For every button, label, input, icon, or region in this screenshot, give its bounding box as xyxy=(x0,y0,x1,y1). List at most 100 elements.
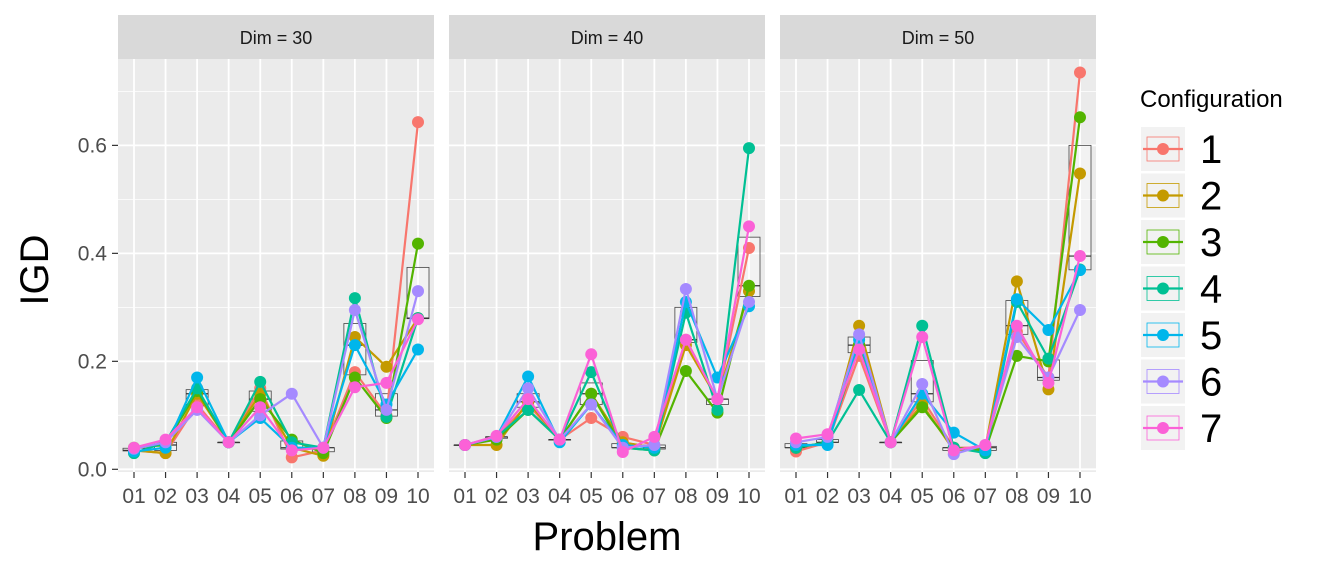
series-line xyxy=(133,243,420,455)
data-point xyxy=(790,432,802,445)
data-point xyxy=(348,381,361,394)
data-point xyxy=(1074,250,1086,263)
data-point xyxy=(979,439,992,452)
facet-strip-label: Dim = 30 xyxy=(240,28,313,48)
data-point xyxy=(1074,167,1086,180)
x-tick-label: 01 xyxy=(784,485,807,508)
facet-panel-1: Dim = 30 xyxy=(118,15,434,472)
data-point xyxy=(553,433,566,446)
panels-layer: Dim = 30 Dim = 40 Dim = 50 xyxy=(118,15,1096,472)
data-point xyxy=(348,339,361,352)
y-tick-label: 0.4 xyxy=(78,242,108,265)
x-tick-label: 07 xyxy=(312,485,335,508)
data-point xyxy=(222,436,235,449)
x-tick-label: 02 xyxy=(154,485,177,508)
data-point xyxy=(380,403,393,416)
data-point xyxy=(1074,304,1086,317)
legend-label: 7 xyxy=(1200,407,1222,451)
series-line xyxy=(133,344,419,453)
facet-strip xyxy=(780,15,1096,59)
x-tick-label: 08 xyxy=(343,485,366,508)
series-line xyxy=(133,318,419,452)
data-point xyxy=(490,429,503,442)
data-point xyxy=(853,328,866,341)
x-tick-label: 04 xyxy=(879,485,903,508)
data-point xyxy=(916,331,929,344)
data-point xyxy=(459,439,471,452)
series-line xyxy=(795,269,1082,455)
y-axis-title: IGD xyxy=(13,234,57,305)
panel-background xyxy=(780,59,1096,472)
data-point xyxy=(679,282,692,295)
data-point xyxy=(711,393,724,406)
x-tick-label: 06 xyxy=(280,485,303,508)
data-point xyxy=(380,376,393,389)
legend-label: 5 xyxy=(1200,314,1222,358)
x-tick-label: 02 xyxy=(816,485,839,508)
legend-entry-2: 2 xyxy=(1141,173,1222,219)
y-tick-label: 0.6 xyxy=(78,134,107,157)
facet-panel-3: Dim = 50 xyxy=(780,15,1096,472)
legend-key-point xyxy=(1157,375,1169,388)
x-tick-label: 06 xyxy=(942,485,965,508)
y-tick-label: 0.2 xyxy=(78,350,107,373)
data-point xyxy=(412,237,424,250)
data-point xyxy=(522,393,535,406)
data-point xyxy=(380,360,393,373)
x-tick-label: 01 xyxy=(453,485,476,508)
legend-label: 6 xyxy=(1200,361,1222,405)
data-point xyxy=(679,365,692,378)
data-point xyxy=(916,378,929,391)
data-point xyxy=(1074,111,1086,124)
data-point xyxy=(916,319,929,332)
data-point xyxy=(1010,319,1023,332)
data-point xyxy=(648,430,661,443)
data-point xyxy=(254,401,267,414)
facet-strip xyxy=(118,15,434,59)
x-tick-label: 03 xyxy=(185,485,208,508)
legend-key-point xyxy=(1157,422,1169,434)
data-point xyxy=(743,142,755,155)
facet-strip-label: Dim = 40 xyxy=(571,28,644,48)
series-line xyxy=(795,309,1081,456)
data-point xyxy=(711,403,724,416)
data-point xyxy=(585,348,598,361)
data-point xyxy=(522,403,535,416)
data-point xyxy=(585,387,598,400)
legend-label: 2 xyxy=(1200,175,1222,219)
x-tick-label: 03 xyxy=(847,485,870,508)
data-point xyxy=(1042,376,1055,389)
legend-key-point xyxy=(1157,282,1169,295)
facet-strip-label: Dim = 50 xyxy=(902,28,975,48)
data-point xyxy=(1010,349,1023,362)
series-7 xyxy=(128,313,424,457)
data-point xyxy=(947,444,960,457)
series-line xyxy=(464,287,751,449)
data-point xyxy=(159,433,172,446)
legend-entry-3: 3 xyxy=(1141,220,1222,265)
x-tick-label: 05 xyxy=(249,485,272,508)
legend-key-point xyxy=(1157,143,1169,155)
data-point xyxy=(1042,352,1055,365)
axes-layer: 01 02 03 04 05 06 07 08 09 10 01 02 03 04 05 06 07 08 09 10… xyxy=(78,134,1092,508)
data-point xyxy=(585,398,598,411)
data-point xyxy=(348,371,361,384)
data-point xyxy=(522,382,535,395)
legend-title: Configuration xyxy=(1140,86,1283,113)
data-point xyxy=(317,441,330,454)
data-point xyxy=(585,366,598,379)
x-tick-label: 03 xyxy=(516,485,539,508)
data-point xyxy=(1074,66,1086,79)
data-point xyxy=(743,279,755,292)
legend-entry-1: 1 xyxy=(1141,127,1222,172)
x-tick-label: 05 xyxy=(580,485,603,508)
data-point xyxy=(412,116,424,129)
data-point xyxy=(285,387,298,400)
x-tick-label: 08 xyxy=(674,485,697,508)
series-7 xyxy=(790,250,1086,457)
data-point xyxy=(412,313,424,326)
data-point xyxy=(743,220,755,233)
data-point xyxy=(191,371,204,384)
